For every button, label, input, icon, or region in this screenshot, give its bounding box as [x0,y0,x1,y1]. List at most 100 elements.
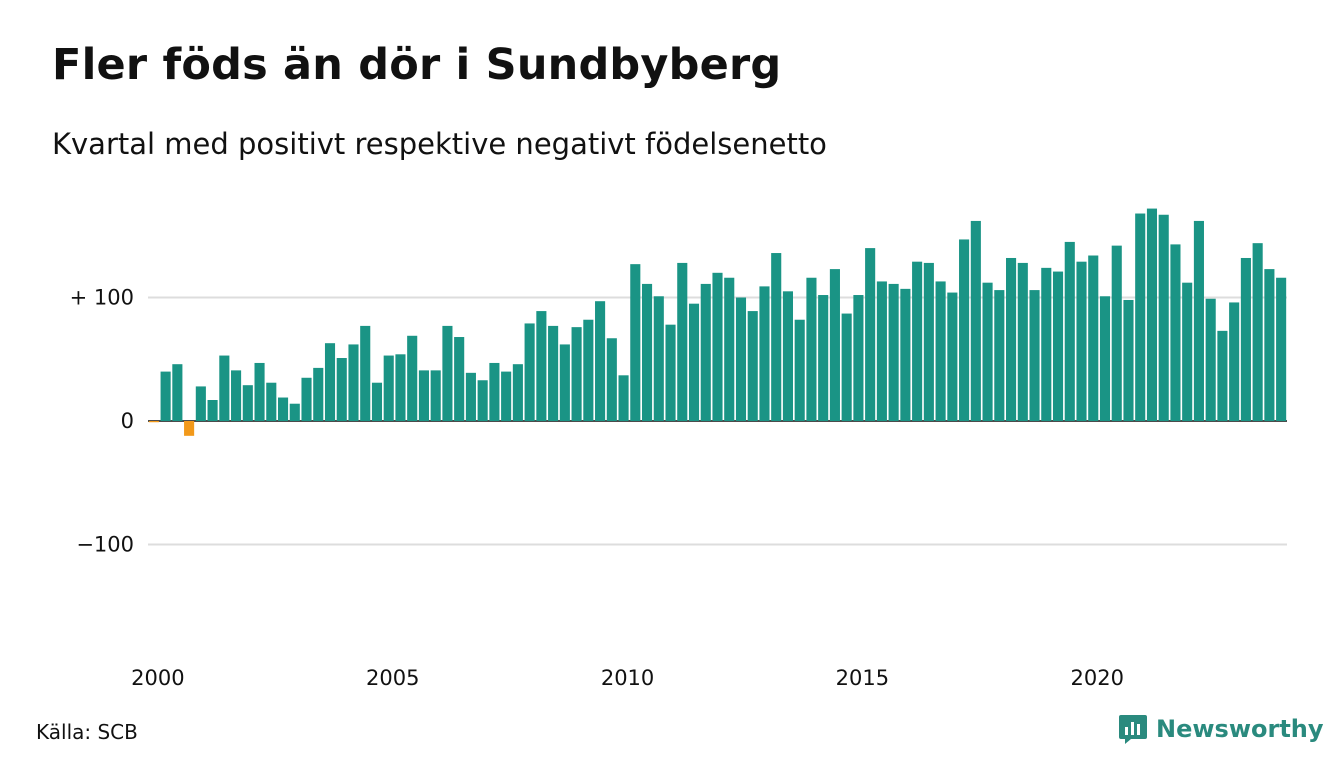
bar [994,290,1005,421]
bar [477,380,488,422]
bar [289,403,300,421]
bar [512,364,523,421]
bar [418,370,429,422]
bar [982,282,993,421]
bar [1052,271,1064,421]
chart-title: Fler föds än dör i Sundbyberg [52,40,782,90]
bar [688,303,700,422]
x-tick-label: 2015 [836,666,889,690]
bar [1217,330,1228,422]
bar [1123,299,1134,421]
bar [548,325,559,421]
bar [970,220,981,421]
bar [231,370,242,422]
bar [1205,298,1216,422]
x-axis-ticks: 2000 2005 2010 2015 2020 [131,666,1124,690]
bar [1064,241,1075,421]
bar [1099,296,1111,421]
bar [1017,262,1028,421]
x-tick-label: 2020 [1071,666,1124,690]
bar [454,337,465,421]
bar [1193,220,1204,421]
bar [618,375,629,422]
bar [536,311,547,421]
bar [360,325,371,421]
bar [524,323,535,422]
bar [700,283,711,421]
bar [724,277,735,421]
newsworthy-logo: Newsworthy [1118,713,1324,745]
bar [712,272,723,421]
bar [876,281,887,421]
bar [465,372,476,421]
brand-name: Newsworthy [1156,715,1324,743]
bar [1146,208,1158,421]
bar [747,311,758,421]
chart-subtitle: Kvartal med positivt respektive negativt… [52,127,827,161]
bar [1135,213,1146,421]
bar [947,292,958,421]
bar [184,421,195,436]
bar [794,319,805,421]
bar [348,344,359,421]
bar [841,313,852,422]
bar [324,343,336,421]
bar [301,377,312,421]
bar [172,364,183,421]
bar [583,319,594,421]
x-tick-label: 2010 [601,666,654,690]
bar [818,295,829,421]
bar [1006,257,1017,421]
bar [160,371,171,421]
bar [1276,277,1287,421]
bar [1229,302,1240,421]
bar [806,277,817,421]
bar [771,253,782,421]
bar [759,286,770,421]
bar [148,421,159,423]
bar [865,248,876,421]
bar [254,362,265,421]
bar [782,291,793,421]
bar [571,327,582,421]
bar [395,354,406,421]
bar [912,261,923,421]
bar [489,362,500,421]
bar [1240,257,1251,421]
bar [630,264,641,421]
bar [430,370,441,422]
bar [242,385,253,422]
bar [1076,261,1087,421]
bar [313,367,324,421]
bar [559,344,570,421]
bar [1252,243,1263,421]
y-tick-label: 0 [121,409,134,433]
bar [277,397,289,421]
x-tick-label: 2000 [131,666,184,690]
bar [677,262,688,421]
bar [653,296,664,421]
bar [1182,282,1193,421]
bar [1170,244,1181,421]
bar [1041,267,1052,421]
bar [853,295,864,421]
bar [735,297,747,421]
y-tick-label: + 100 [70,286,134,310]
bar [407,335,418,421]
bar [1029,290,1040,421]
bar [935,281,946,421]
bar [1111,245,1122,421]
bar [829,269,840,422]
bar [959,239,970,421]
bar [266,382,277,421]
source-note: Källa: SCB [36,720,138,744]
bar [900,288,911,422]
bar [195,386,206,421]
bar [336,358,347,421]
bar [1088,255,1099,421]
bar [665,324,676,421]
bar [595,301,606,421]
bar [501,371,512,421]
bar [923,262,934,421]
bar-chart: + 100 0 −100 2000 2005 2010 2015 2020 [70,208,1287,690]
